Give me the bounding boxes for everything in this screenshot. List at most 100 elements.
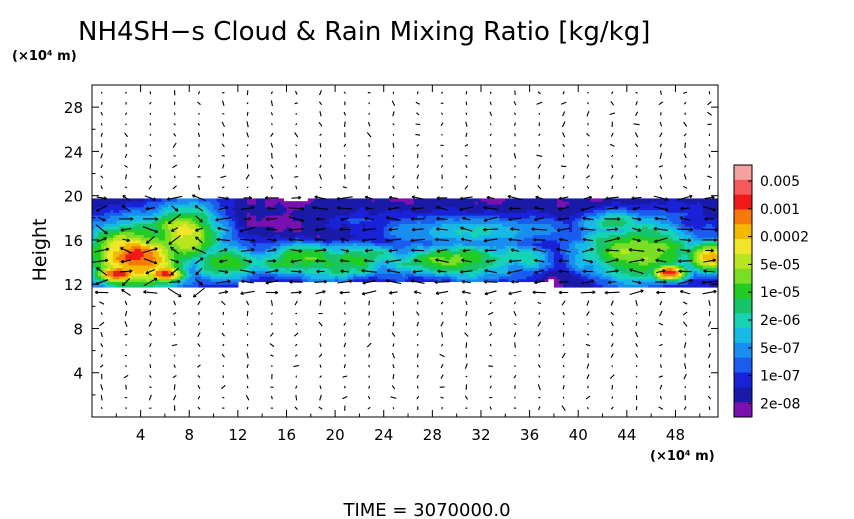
field-cell [92,212,96,216]
field-cell [268,212,272,216]
field-cell [149,215,154,219]
field-cell [298,237,303,241]
field-cell [137,256,142,260]
field-cell [462,253,467,258]
field-cell [259,228,263,233]
field-cell [95,201,99,205]
field-cell [189,215,193,219]
field-cell [553,201,558,205]
field-cell [526,220,531,224]
field-cell [119,226,123,230]
field-cell [477,278,482,283]
field-cell [584,226,588,230]
field-cell [575,215,579,219]
field-cell [371,220,376,224]
field-cell [207,198,212,202]
field-cell [572,256,576,260]
field-cell [204,248,209,252]
field-cell [207,270,212,274]
field-cell [119,231,123,235]
field-cell [149,245,154,249]
field-cell [137,275,142,280]
field-cell [207,242,212,247]
field-cell [152,273,157,277]
field-cell [152,253,157,258]
field-cell [210,242,215,247]
field-cell [256,228,260,233]
field-cell [474,220,479,224]
field-cell [256,209,260,213]
field-cell [295,212,300,216]
field-cell [374,273,379,277]
field-cell [319,220,324,224]
field-cell [559,212,564,216]
field-cell [335,223,339,227]
field-cell [137,284,142,288]
field-cell [395,228,400,233]
field-cell [383,242,388,247]
field-cell [395,237,400,241]
field-cell [122,234,127,238]
field-cell [195,270,199,274]
field-cell [195,281,199,285]
field-cell [359,259,364,263]
field-cell [468,275,473,280]
field-cell [104,226,108,230]
field-cell [250,253,254,258]
field-cell [316,228,321,233]
field-cell [547,267,552,271]
field-cell [420,253,424,258]
field-cell [395,239,400,244]
field-cell [289,253,294,258]
field-cell [213,251,218,255]
field-cell [435,201,440,205]
field-cell [216,248,221,252]
field-cell [101,256,105,260]
field-cell [122,209,127,213]
field-cell [304,206,309,211]
field-cell [329,217,333,222]
field-cell [444,264,449,269]
field-cell [389,203,394,208]
field-cell [438,201,443,205]
field-cell [362,231,367,235]
field-cell [493,206,497,211]
field-cell [550,234,555,238]
field-cell [213,239,218,244]
field-cell [234,256,239,260]
field-cell [313,212,318,216]
field-cell [301,259,306,263]
field-cell [201,239,206,244]
field-cell [459,242,464,247]
field-cell [310,231,315,235]
field-cell [140,234,145,238]
field-cell [414,226,418,230]
field-cell [213,242,218,247]
field-cell [286,273,291,277]
field-cell [243,264,248,269]
field-cell [122,206,127,211]
field-cell [192,226,196,230]
field-cell [444,245,449,249]
field-cell [556,273,561,277]
field-cell [219,209,224,213]
field-cell [256,198,260,202]
field-cell [198,220,202,224]
field-cell [386,242,391,247]
field-cell [575,262,579,266]
field-cell [319,203,324,208]
field-cell [456,226,461,230]
field-cell [359,239,364,244]
field-cell [459,198,464,202]
field-cell [474,256,479,260]
field-cell [113,228,117,233]
field-cell [541,228,546,233]
field-cell [480,198,485,202]
field-cell [377,248,382,252]
field-cell [307,248,312,252]
field-cell [538,242,543,247]
field-cell [268,215,272,219]
field-cell [310,270,315,274]
field-cell [274,262,278,266]
field-cell [298,234,303,238]
